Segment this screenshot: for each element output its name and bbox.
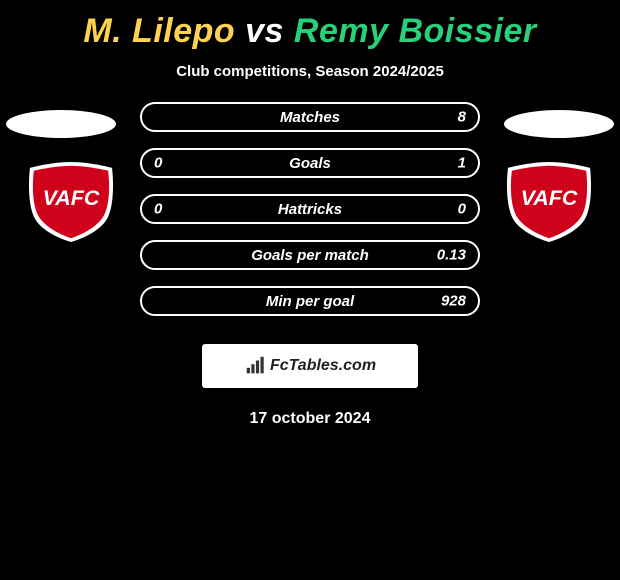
stat-rows: Matches 8 0 Goals 1 0 Hattricks 0 Goals per matc… (140, 102, 480, 332)
stat-label: Goals (289, 155, 331, 172)
stats-area: VAFC VAFC Matches 8 0 Goals 1 0 Hattricks 0 Goal… (0, 110, 620, 330)
stat-label: Min per goal (266, 293, 354, 310)
stat-value-left: 0 (154, 155, 162, 172)
stat-row: 0 Goals 1 (140, 148, 480, 178)
stat-value-right: 928 (441, 293, 466, 310)
bar-chart-icon (244, 355, 266, 377)
date-text: 17 october 2024 (0, 410, 620, 428)
player1-club-logo: VAFC (22, 160, 120, 244)
stat-value-right: 8 (458, 109, 466, 126)
stat-row: Matches 8 (140, 102, 480, 132)
comparison-title: M. Lilepo vs Remy Boissier (0, 0, 620, 51)
stat-row: 0 Hattricks 0 (140, 194, 480, 224)
stat-value-right: 1 (458, 155, 466, 172)
brand-box[interactable]: FcTables.com (202, 344, 418, 388)
vafc-shield-icon: VAFC (500, 160, 598, 244)
stat-label: Goals per match (251, 247, 369, 264)
stat-value-right: 0 (458, 201, 466, 218)
stat-row: Goals per match 0.13 (140, 240, 480, 270)
player1-photo-placeholder (6, 110, 116, 138)
player2-photo-placeholder (504, 110, 614, 138)
vafc-shield-icon: VAFC (22, 160, 120, 244)
player2-name: Remy Boissier (294, 12, 537, 50)
stat-label: Matches (280, 109, 340, 126)
club-abbrev-text: VAFC (521, 186, 578, 210)
club-abbrev-text: VAFC (43, 186, 100, 210)
stat-value-left: 0 (154, 201, 162, 218)
player1-name: M. Lilepo (83, 12, 235, 50)
stat-value-right: 0.13 (437, 247, 466, 264)
vs-text: vs (245, 12, 284, 50)
stat-row: Min per goal 928 (140, 286, 480, 316)
player2-club-logo: VAFC (500, 160, 598, 244)
brand-text: FcTables.com (270, 357, 376, 375)
season-subtitle: Club competitions, Season 2024/2025 (0, 63, 620, 80)
stat-label: Hattricks (278, 201, 342, 218)
